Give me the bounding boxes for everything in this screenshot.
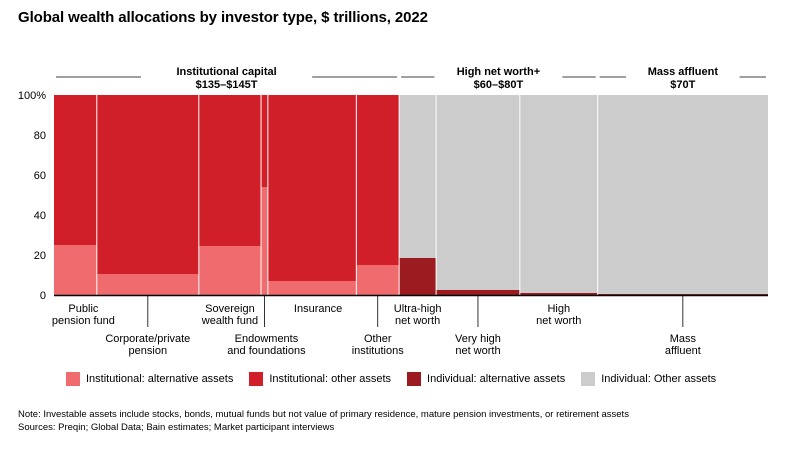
y-tick-label: 100%: [18, 90, 46, 102]
bar-alt-segment: [356, 265, 400, 295]
bar-other-segment: [356, 95, 400, 265]
legend-swatch: [407, 372, 422, 386]
y-tick-label: 20: [34, 250, 46, 262]
bar-other-segment: [399, 95, 437, 258]
group-value: $70T: [670, 79, 695, 91]
group-value: $135–$145T: [196, 79, 258, 91]
bar-alt-segment: [519, 293, 598, 295]
bar-other-segment: [436, 95, 520, 290]
category-label: Corporate/private pension: [105, 333, 190, 357]
legend-label: Individual: Other assets: [601, 373, 717, 385]
category-label: Endowments and foundations: [227, 333, 306, 357]
category-label: Sovereign wealth fund: [201, 303, 258, 327]
footnotes: Note: Investable assets include stocks, …: [18, 408, 629, 434]
group-value: $60–$80T: [474, 79, 524, 91]
legend: Institutional: alternative assets Instit…: [66, 372, 732, 386]
bar-alt-segment: [198, 246, 262, 295]
bar-alt-segment: [436, 290, 520, 295]
sources-text: Sources: Preqin; Global Data; Bain estim…: [18, 422, 335, 433]
legend-item-ind-alt: Individual: alternative assets: [407, 372, 565, 386]
bar-alt-segment: [261, 187, 268, 295]
legend-item-ind-other: Individual: Other assets: [581, 372, 716, 386]
group-name: Mass affluent: [648, 66, 719, 78]
marimekko-chart: 0 20 40 60 80 100% Public pension fund Corporate…: [18, 66, 768, 357]
category-label: Public pension fund: [52, 303, 115, 327]
category-label: Ultra-high net worth: [394, 303, 442, 327]
legend-label: Institutional: alternative assets: [86, 373, 234, 385]
category-label: Insurance: [294, 303, 342, 315]
bar-other-segment: [597, 95, 768, 294]
bar-other-segment: [267, 95, 357, 281]
note-text: Note: Investable assets include stocks, …: [18, 409, 629, 420]
bar-alt-segment: [54, 245, 97, 295]
bar-alt-segment: [96, 274, 199, 295]
legend-item-inst-other: Institutional: other assets: [249, 372, 391, 386]
bar-other-segment: [198, 95, 262, 246]
legend-item-inst-alt: Institutional: alternative assets: [66, 372, 233, 386]
y-tick-label: 60: [34, 170, 46, 182]
category-label: Other institutions: [352, 333, 404, 357]
legend-swatch: [66, 372, 80, 386]
bar-other-segment: [96, 95, 199, 274]
y-tick-label: 0: [40, 290, 46, 302]
group-name: High net worth+: [457, 66, 540, 78]
category-label: High net worth: [536, 303, 581, 327]
chart-title: Global wealth allocations by investor ty…: [18, 9, 428, 26]
y-tick-label: 80: [34, 130, 46, 142]
bar-other-segment: [519, 95, 598, 293]
legend-label: Individual: alternative assets: [427, 373, 566, 385]
legend-swatch: [581, 372, 596, 386]
bar-alt-segment: [399, 258, 437, 295]
group-name: Institutional capital: [176, 66, 276, 78]
bar-other-segment: [261, 95, 268, 187]
category-label: Very high net worth: [455, 333, 501, 357]
category-label: Mass affluent: [665, 333, 701, 357]
legend-swatch: [249, 372, 264, 386]
bar-alt-segment: [597, 294, 768, 295]
y-tick-label: 40: [34, 210, 46, 222]
bar-alt-segment: [267, 281, 357, 295]
bar-other-segment: [54, 95, 97, 245]
legend-label: Institutional: other assets: [269, 373, 392, 385]
